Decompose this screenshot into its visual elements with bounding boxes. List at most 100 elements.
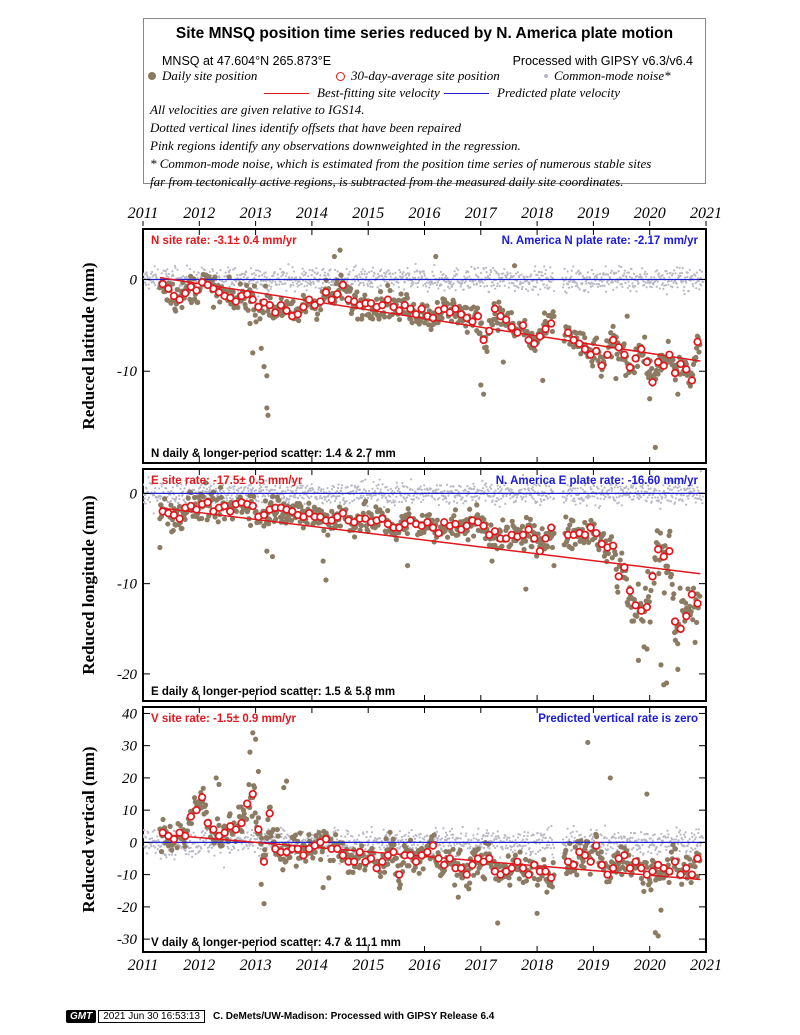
- noise-point: [389, 272, 392, 275]
- noise-point: [165, 275, 168, 278]
- x-tick-label: 2020: [634, 957, 666, 974]
- noise-point: [366, 282, 369, 286]
- daily-point: [203, 480, 209, 486]
- noise-point: [521, 838, 525, 841]
- noise-point: [315, 496, 318, 499]
- noise-point: [317, 488, 320, 491]
- noise-point: [348, 840, 351, 843]
- noise-point: [645, 275, 648, 278]
- noise-point: [174, 499, 177, 503]
- noise-point: [447, 279, 450, 282]
- noise-point: [443, 289, 446, 292]
- noise-point: [480, 489, 484, 493]
- daily-point: [404, 295, 410, 301]
- noise-point: [477, 827, 480, 830]
- noise-point: [693, 838, 696, 841]
- noise-point: [441, 498, 445, 501]
- average-point: [586, 523, 595, 532]
- noise-point: [565, 835, 568, 839]
- noise-point: [636, 490, 640, 493]
- noise-point: [229, 837, 232, 840]
- noise-point: [340, 835, 343, 838]
- noise-point: [478, 279, 481, 282]
- noise-point: [605, 837, 608, 840]
- noise-point: [274, 280, 277, 283]
- daily-point: [500, 517, 506, 523]
- noise-point: [196, 277, 199, 280]
- average-point: [349, 518, 359, 527]
- noise-point: [445, 280, 448, 284]
- noise-point: [605, 290, 608, 293]
- noise-point: [369, 285, 372, 288]
- noise-point: [436, 498, 439, 501]
- noise-point: [303, 285, 306, 288]
- noise-point: [289, 285, 292, 288]
- noise-point: [184, 849, 187, 852]
- x-tick-label: 2013: [240, 205, 272, 222]
- noise-point: [362, 494, 365, 497]
- noise-point: [596, 497, 599, 500]
- noise-point: [638, 845, 641, 848]
- noise-point: [283, 829, 286, 832]
- noise-point: [677, 831, 681, 834]
- noise-point: [523, 830, 526, 834]
- noise-point: [496, 284, 499, 288]
- noise-point: [617, 501, 620, 504]
- noise-point: [551, 490, 555, 493]
- noise-point: [381, 844, 384, 847]
- daily-point: [377, 289, 384, 295]
- noise-point: [685, 851, 688, 854]
- noise-point: [495, 835, 498, 838]
- noise-point: [531, 485, 534, 489]
- noise-point: [550, 838, 554, 841]
- x-tick-label: 2020: [634, 205, 666, 222]
- noise-point: [154, 851, 157, 855]
- noise-point: [550, 488, 553, 491]
- noise-point: [684, 279, 687, 283]
- noise-point: [512, 835, 515, 838]
- daily-point: [210, 495, 216, 501]
- noise-point: [524, 844, 527, 847]
- noise-point: [252, 831, 256, 834]
- noise-point: [574, 487, 577, 490]
- noise-point: [281, 828, 284, 831]
- noise-point: [687, 494, 690, 497]
- daily-point: [265, 412, 271, 418]
- noise-point: [642, 280, 645, 283]
- daily-point: [157, 544, 163, 551]
- noise-point: [328, 490, 331, 493]
- noise-point: [611, 847, 614, 850]
- noise-point: [440, 837, 444, 840]
- noise-point: [592, 272, 595, 276]
- noise-point: [354, 486, 357, 489]
- noise-point: [590, 268, 594, 272]
- noise-point: [334, 497, 338, 500]
- average-point: [659, 361, 668, 370]
- noise-point: [677, 489, 680, 492]
- noise-point: [224, 280, 228, 283]
- noise-point: [405, 276, 409, 280]
- noise-point: [462, 288, 465, 291]
- noise-point: [407, 835, 410, 838]
- average-point: [580, 530, 590, 540]
- noise-point: [620, 837, 623, 840]
- noise-point: [291, 490, 295, 493]
- average-point: [169, 510, 179, 520]
- noise-point: [566, 270, 569, 273]
- noise-point: [261, 489, 265, 492]
- noise-point: [446, 285, 450, 288]
- noise-point: [305, 289, 308, 292]
- noise-point: [695, 271, 698, 274]
- noise-point: [480, 837, 484, 841]
- average-point: [428, 523, 438, 532]
- noise-point: [181, 493, 184, 497]
- noise-point: [413, 837, 417, 840]
- noise-point: [397, 487, 400, 490]
- daily-point: [511, 263, 518, 269]
- best-fit-line: [159, 507, 701, 575]
- noise-point: [423, 484, 426, 487]
- daily-point: [582, 335, 588, 341]
- noise-point: [174, 853, 177, 856]
- noise-point: [306, 284, 309, 287]
- daily-point: [612, 551, 619, 557]
